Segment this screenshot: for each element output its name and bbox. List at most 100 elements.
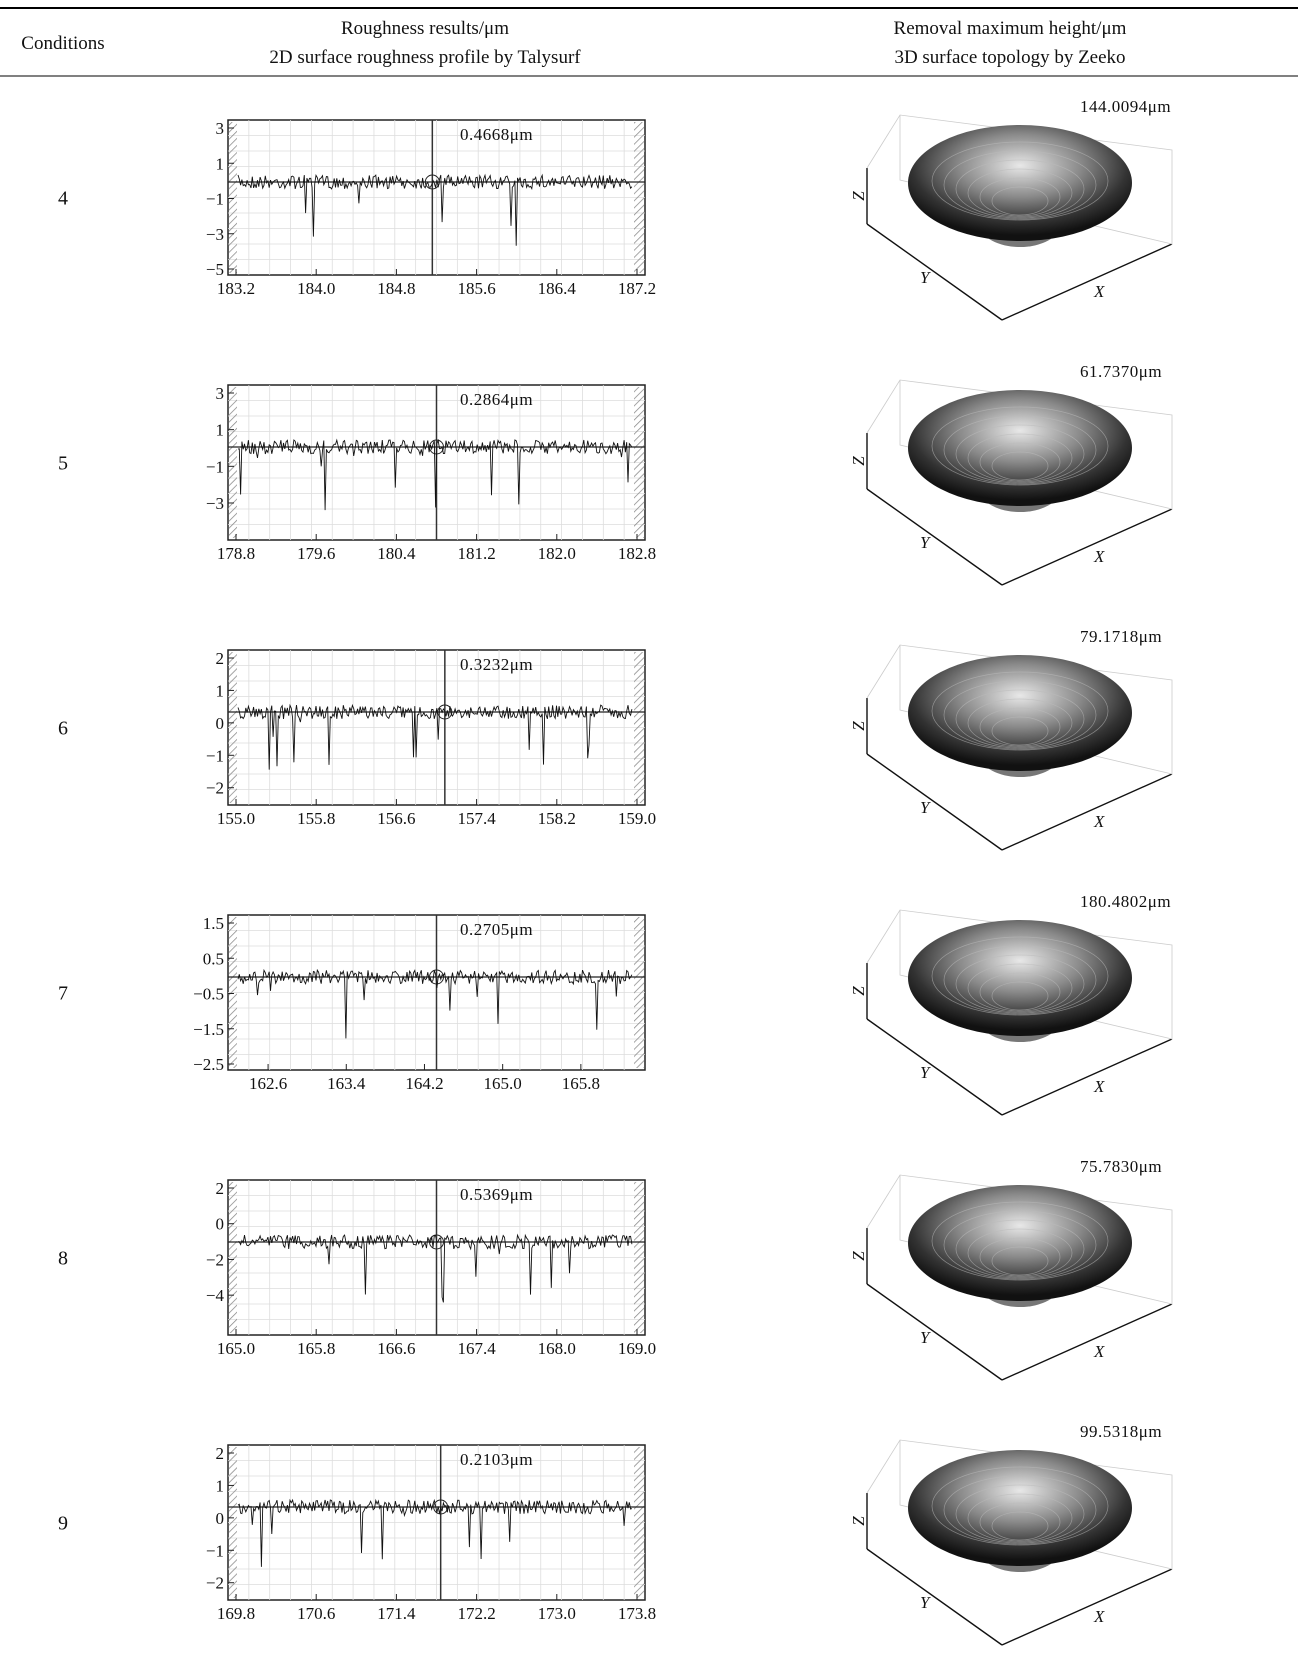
x-tick-label: 185.6 xyxy=(457,279,495,298)
bowl-ring xyxy=(931,1466,1109,1546)
bowl-ring xyxy=(931,406,1109,486)
y-tick-label: 1 xyxy=(216,1476,225,1495)
header-removal: Removal maximum height/μm xyxy=(894,18,1127,39)
bowl-ring xyxy=(955,1219,1085,1279)
x-tick-label: 169.0 xyxy=(618,1339,656,1358)
x-tick-label: 162.6 xyxy=(249,1074,287,1093)
bowl-ring xyxy=(967,433,1073,483)
removal-height: 180.4802μm xyxy=(1080,892,1171,911)
bowl xyxy=(908,125,1132,241)
axis-label-x: X xyxy=(1093,812,1105,831)
bowl-ring xyxy=(979,972,1061,1012)
axis-label-x: X xyxy=(1093,282,1105,301)
x-tick-label: 173.8 xyxy=(618,1604,656,1623)
condition: 9 xyxy=(58,1513,68,1535)
bowl xyxy=(908,390,1132,506)
hatch xyxy=(634,652,644,803)
profile-trace xyxy=(237,1498,633,1567)
x-tick-label: 155.0 xyxy=(217,809,255,828)
bowl-ring xyxy=(991,1511,1049,1541)
y-tick-label: −1 xyxy=(206,746,224,765)
bowl xyxy=(908,1450,1132,1566)
profile-trace xyxy=(237,1233,633,1303)
x-tick-label: 184.0 xyxy=(297,279,335,298)
y-tick-label: −2.5 xyxy=(193,1055,224,1074)
axis-x xyxy=(1001,1303,1173,1381)
header-conditions: Conditions xyxy=(21,33,104,54)
bowl-ring xyxy=(991,186,1049,216)
y-tick-label: −3 xyxy=(206,225,224,244)
axis-y xyxy=(866,223,1003,321)
bowl-ring xyxy=(979,1502,1061,1542)
y-tick-label: −1 xyxy=(206,1541,224,1560)
axis-y xyxy=(866,1283,1003,1381)
condition: 7 xyxy=(58,983,68,1005)
bowl-ring xyxy=(955,424,1085,484)
y-tick-label: 1.5 xyxy=(203,914,224,933)
bowl-ring xyxy=(931,936,1109,1016)
header-removal-sub: 3D surface topology by Zeeko xyxy=(894,47,1125,68)
removal-height: 144.0094μm xyxy=(1080,97,1171,116)
axis-label-y: Y xyxy=(920,268,931,287)
hatch xyxy=(634,1182,644,1333)
condition: 5 xyxy=(58,453,68,475)
header-roughness: Roughness results/μm xyxy=(341,18,509,39)
y-tick-label: 2 xyxy=(216,1179,225,1198)
bowl-ring xyxy=(967,1493,1073,1543)
x-tick-label: 172.2 xyxy=(457,1604,495,1623)
removal-height: 75.7830μm xyxy=(1080,1157,1162,1176)
hatch xyxy=(634,387,644,538)
removal-height: 61.7370μm xyxy=(1080,362,1162,381)
axis-label-x: X xyxy=(1093,547,1105,566)
y-tick-label: −1 xyxy=(206,457,224,476)
y-tick-label: 0.5 xyxy=(203,949,224,968)
axis-x xyxy=(1001,1568,1173,1646)
bowl-ring xyxy=(943,945,1097,1015)
profile-trace xyxy=(237,968,633,1039)
bowl-ring xyxy=(943,415,1097,485)
bowl-ring xyxy=(979,1237,1061,1277)
roughness-value: 0.3232μm xyxy=(460,655,533,674)
x-tick-label: 168.0 xyxy=(538,1339,576,1358)
y-tick-label: 1 xyxy=(216,681,225,700)
bowl xyxy=(908,1185,1132,1301)
y-tick-label: −2 xyxy=(206,779,224,798)
axis-y xyxy=(866,753,1003,851)
y-tick-label: 2 xyxy=(216,1444,225,1463)
y-tick-label: −2 xyxy=(206,1574,224,1593)
x-tick-label: 157.4 xyxy=(457,809,496,828)
axis-y xyxy=(866,1018,1003,1116)
axis-label-y: Y xyxy=(920,1328,931,1347)
x-tick-label: 171.4 xyxy=(377,1604,416,1623)
x-tick-label: 178.8 xyxy=(217,544,255,563)
bowl-ring xyxy=(955,1484,1085,1544)
axis-label-y: Y xyxy=(920,1063,931,1082)
removal-height: 99.5318μm xyxy=(1080,1422,1162,1441)
bowl-ring xyxy=(991,1246,1049,1276)
bowl-ring xyxy=(955,689,1085,749)
axis-label-x: X xyxy=(1093,1077,1105,1096)
cursor-mark xyxy=(433,1499,449,1515)
x-tick-label: 166.6 xyxy=(377,1339,415,1358)
y-tick-label: −2 xyxy=(206,1250,224,1269)
axis-x xyxy=(1001,243,1173,321)
x-tick-label: 158.2 xyxy=(538,809,576,828)
y-tick-label: −0.5 xyxy=(193,985,224,1004)
x-tick-label: 165.0 xyxy=(484,1074,522,1093)
x-tick-label: 173.0 xyxy=(538,1604,576,1623)
y-tick-label: 0 xyxy=(216,1215,225,1234)
bowl xyxy=(908,655,1132,771)
bowl-ring xyxy=(967,168,1073,218)
hatch xyxy=(634,917,644,1068)
bowl-ring xyxy=(955,159,1085,219)
x-tick-label: 181.2 xyxy=(457,544,495,563)
bowl-ring xyxy=(943,150,1097,220)
x-tick-label: 169.8 xyxy=(217,1604,255,1623)
y-tick-label: 1 xyxy=(216,154,225,173)
axis-label-x: X xyxy=(1093,1342,1105,1361)
y-tick-label: −3 xyxy=(206,494,224,513)
removal-height: 79.1718μm xyxy=(1080,627,1162,646)
x-tick-label: 155.8 xyxy=(297,809,335,828)
